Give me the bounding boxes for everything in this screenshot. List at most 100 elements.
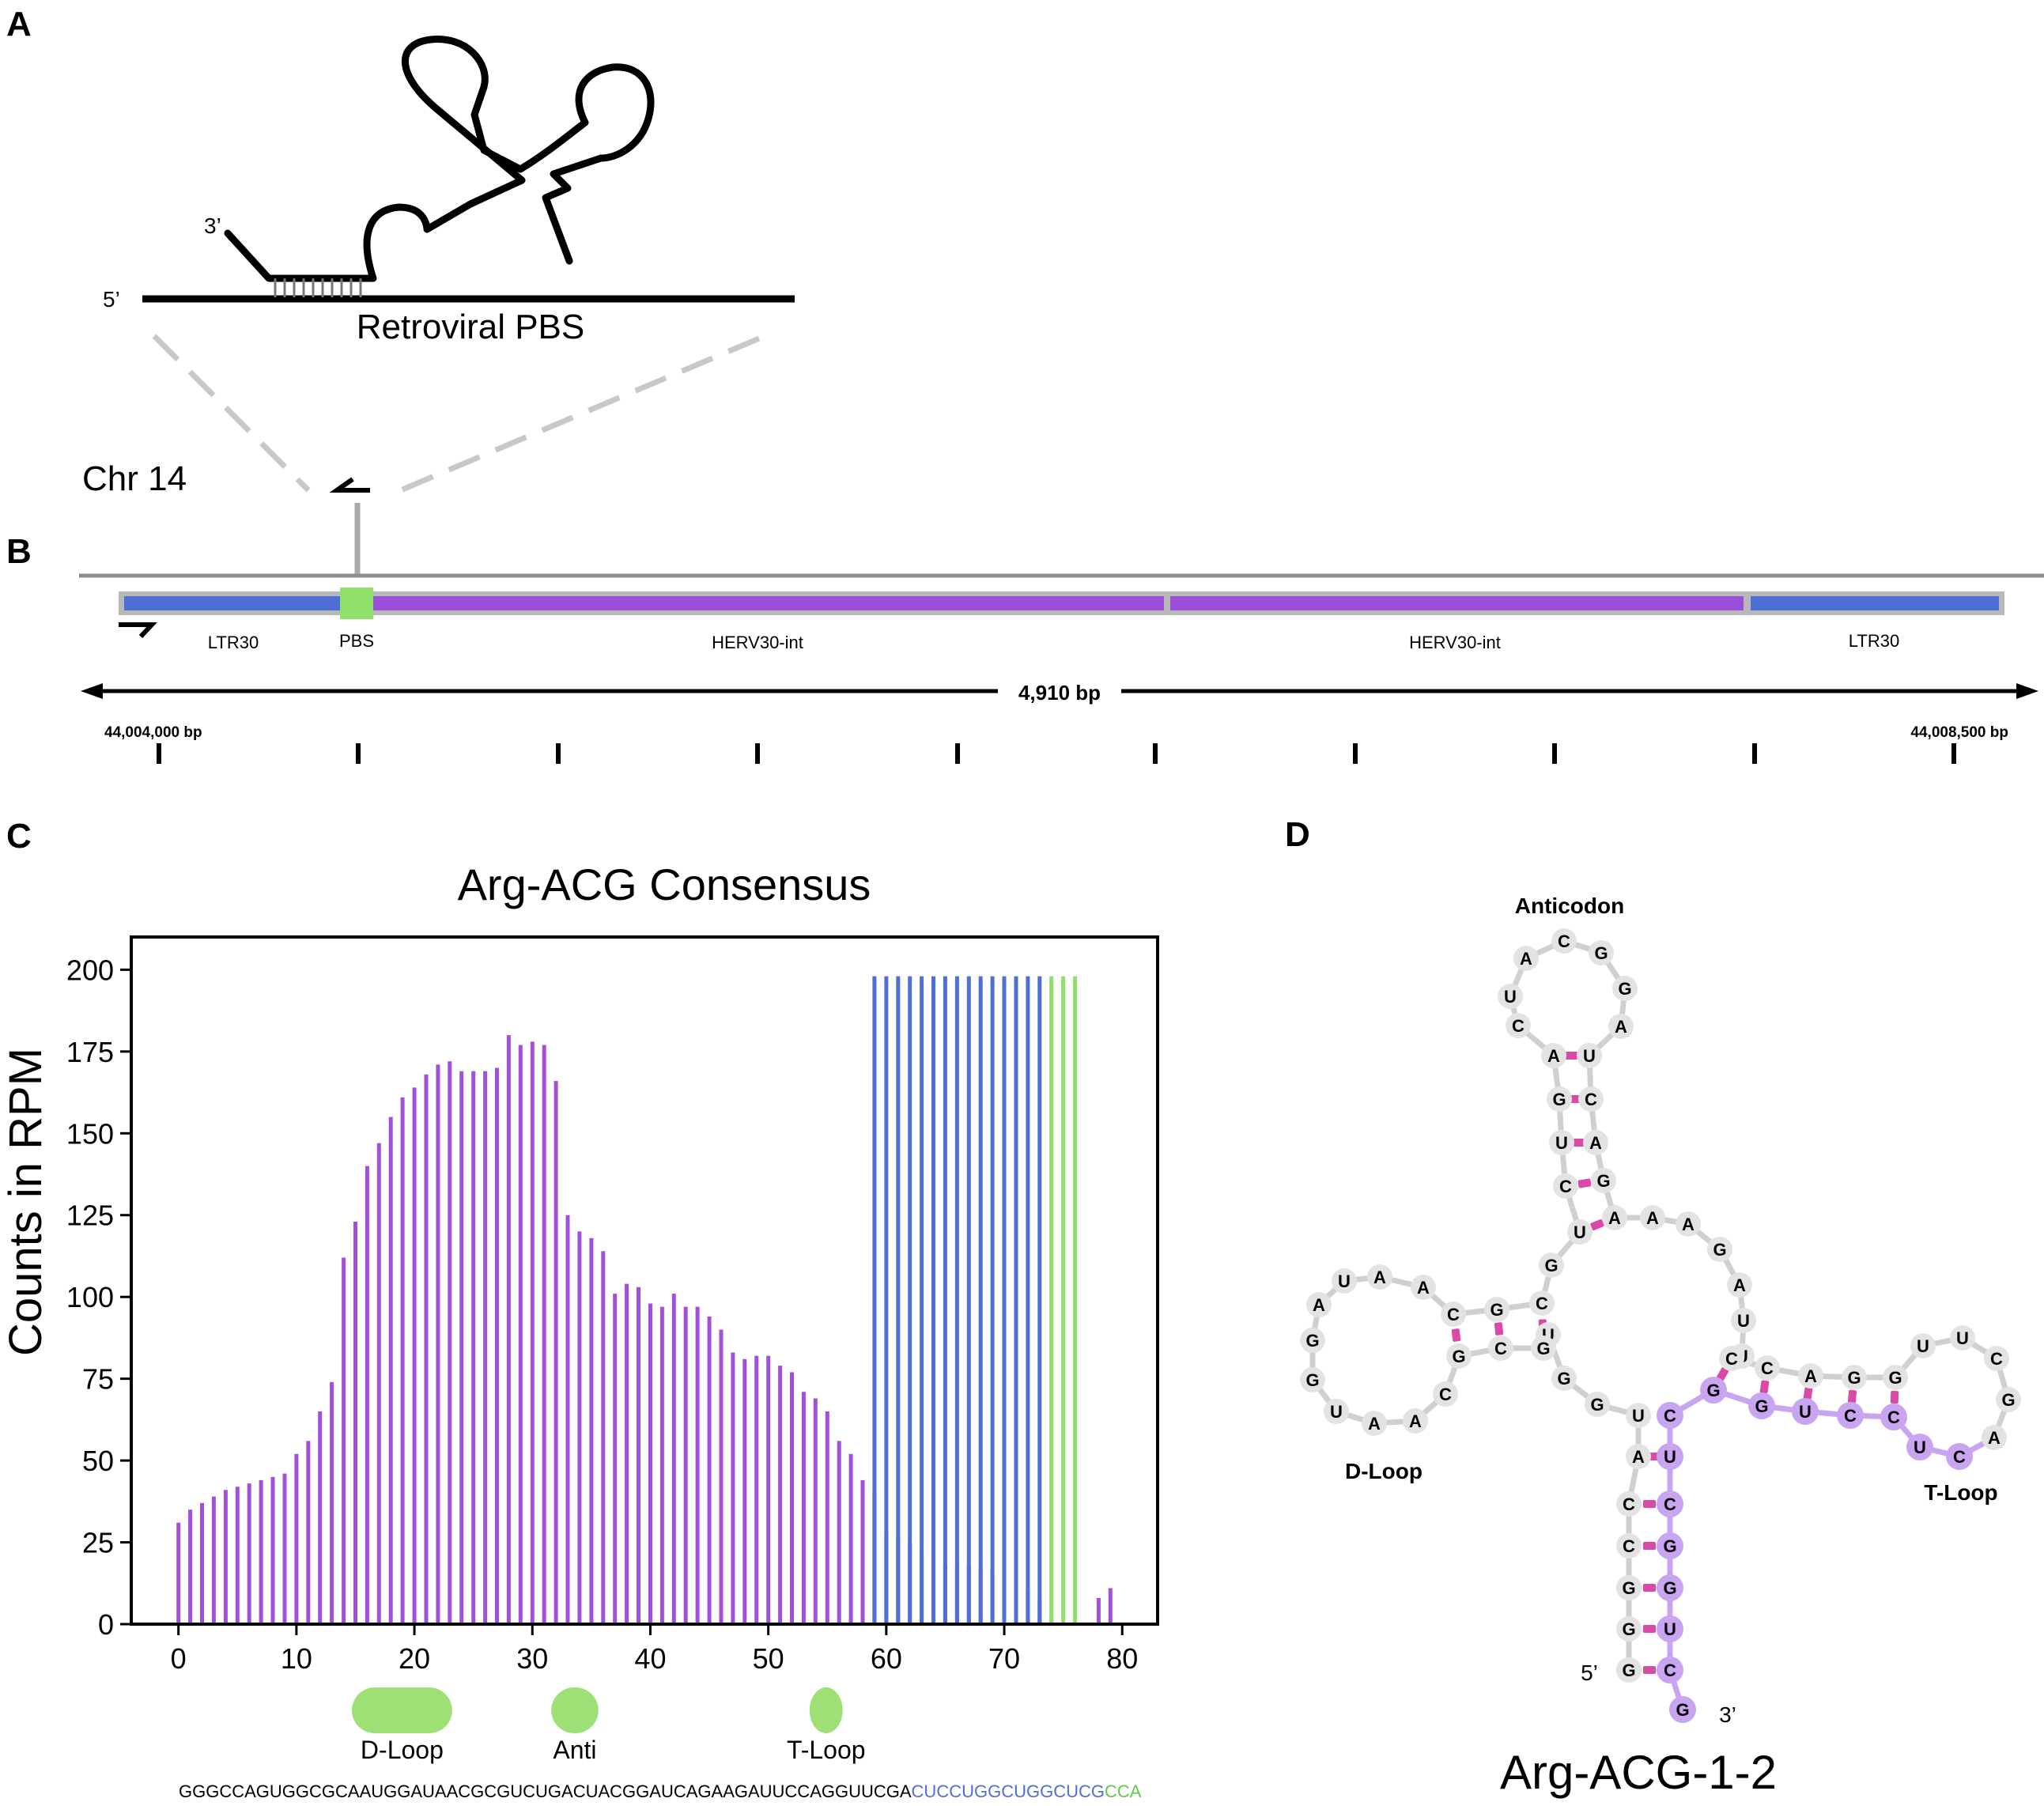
bar-reads-0 bbox=[176, 1522, 181, 1624]
bar-reads-13 bbox=[330, 1381, 334, 1624]
feature-label-ltr30-right: LTR30 bbox=[1849, 631, 1899, 651]
bar-reads-32 bbox=[554, 1081, 558, 1624]
base-letter: U bbox=[1555, 1133, 1568, 1153]
base-pair-mark bbox=[1716, 1367, 1729, 1381]
base-letter: U bbox=[1338, 1271, 1351, 1291]
base-pair-mark bbox=[1572, 1139, 1585, 1147]
base-letter: G bbox=[1594, 943, 1608, 963]
trna-name: Arg-ACG-1-2 bbox=[1500, 1746, 1777, 1799]
chart-bars bbox=[176, 976, 1113, 1624]
base-circle bbox=[1616, 1575, 1642, 1600]
base-letter: C bbox=[1844, 1406, 1857, 1426]
y-tick-label-125: 125 bbox=[66, 1200, 114, 1232]
base-pair-mark bbox=[1569, 1095, 1581, 1103]
base-variable-loop-1: A bbox=[1640, 1205, 1665, 1230]
bar-reads-19 bbox=[400, 1097, 405, 1624]
d-loop-label: D-Loop bbox=[1345, 1459, 1422, 1483]
base-acceptor-5p-5: C bbox=[1616, 1491, 1642, 1517]
base-t-stem-bottom-1: G bbox=[1700, 1377, 1727, 1404]
base-letter: G bbox=[1557, 1369, 1570, 1389]
annotation-label-d-loop: D-Loop bbox=[361, 1736, 444, 1764]
base-circle bbox=[1362, 1411, 1387, 1436]
bar-reads-18 bbox=[388, 1116, 393, 1624]
base-circle bbox=[1950, 1325, 1975, 1351]
base-circle bbox=[1541, 1043, 1566, 1068]
ltr-primer-arrow bbox=[119, 622, 157, 639]
base-letter: U bbox=[1664, 1447, 1676, 1467]
base-circle bbox=[1547, 1086, 1572, 1112]
bar-reads-25 bbox=[471, 1071, 476, 1624]
base-letter: C bbox=[1494, 1339, 1507, 1358]
base-circle bbox=[1792, 1398, 1819, 1425]
y-tick-label-150: 150 bbox=[66, 1117, 114, 1150]
panel-label-a: A bbox=[6, 5, 32, 43]
base-d-loop-8: U bbox=[1332, 1268, 1357, 1294]
base-letter: G bbox=[1622, 1619, 1635, 1639]
feature-label-pbs: PBS bbox=[339, 631, 374, 651]
base-pair-mark bbox=[1565, 1052, 1578, 1060]
base-letter: G bbox=[1536, 1339, 1550, 1358]
base-circle bbox=[1591, 1168, 1616, 1193]
base-letter: G bbox=[1618, 979, 1631, 999]
base-circle bbox=[1551, 1366, 1577, 1391]
base-circle bbox=[1498, 984, 1523, 1009]
base-anticodon-stem-left-3: U bbox=[1549, 1130, 1574, 1155]
base-anticodon-stem-left-2: C bbox=[1553, 1173, 1578, 1199]
base-letter: C bbox=[1725, 1349, 1738, 1369]
panel-a-primer-diagram: 3’ 5’ Retroviral PBS bbox=[103, 36, 795, 497]
five-prime-label-d: 5’ bbox=[1581, 1661, 1598, 1685]
zoom-line-right bbox=[390, 335, 761, 497]
base-letter: C bbox=[1953, 1447, 1966, 1467]
base-anticodon-loop-6: G bbox=[1612, 976, 1638, 1001]
base-anticodon-stem-right-4: C bbox=[1578, 1086, 1604, 1112]
bar-ccuggcuggcucg-61 bbox=[896, 976, 901, 1624]
base-circle bbox=[1984, 1346, 2009, 1371]
bar-reads-36 bbox=[601, 1251, 606, 1624]
base-t-stem-bottom-3: U bbox=[1792, 1398, 1819, 1425]
base-d-loop-4: U bbox=[1324, 1399, 1349, 1424]
x-tick-label-60: 60 bbox=[871, 1642, 902, 1675]
base-letter: C bbox=[1887, 1407, 1900, 1427]
base-circle bbox=[1657, 1615, 1683, 1642]
plot-frame bbox=[130, 935, 1159, 1626]
base-circle bbox=[1300, 1367, 1325, 1392]
bar-reads-47 bbox=[731, 1352, 735, 1624]
base-pair-mark bbox=[1577, 1178, 1592, 1188]
base-letter: A bbox=[1646, 1208, 1659, 1228]
bar-reads-78 bbox=[1096, 1597, 1101, 1624]
base-letter: A bbox=[1547, 1046, 1560, 1066]
base-t-loop-2: U bbox=[1950, 1325, 1975, 1351]
feature-label-ltr30-left: LTR30 bbox=[208, 633, 259, 652]
base-letter: G bbox=[1713, 1240, 1726, 1260]
base-t-stem-top-3: A bbox=[1798, 1363, 1823, 1389]
base-d-loop-5: G bbox=[1300, 1367, 1325, 1392]
base-t-stem-bottom-4: C bbox=[1837, 1402, 1864, 1429]
base-circle bbox=[1700, 1377, 1727, 1404]
base-d-loop-9: A bbox=[1367, 1264, 1392, 1290]
base-d-stem-bottom-3: G bbox=[1446, 1343, 1472, 1369]
base-letter: G bbox=[1490, 1300, 1503, 1320]
bar-reads-10 bbox=[294, 1453, 299, 1624]
bar-reads-48 bbox=[742, 1358, 747, 1624]
bar-reads-24 bbox=[459, 1071, 464, 1624]
bar-cca-75 bbox=[1061, 976, 1066, 1624]
base-anticodon-stem-right-1: A bbox=[1602, 1205, 1627, 1230]
base-variable-loop-3: G bbox=[1707, 1237, 1732, 1262]
base-letter: G bbox=[1544, 1256, 1558, 1275]
bar-reads-39 bbox=[637, 1286, 640, 1624]
region-annotations: D-Loop Anti T-Loop bbox=[351, 1687, 866, 1764]
bar-reads-40 bbox=[648, 1303, 652, 1624]
x-tick-label-40: 40 bbox=[634, 1642, 666, 1675]
base-acceptor-5p-3: G bbox=[1616, 1575, 1642, 1600]
base-letter: C bbox=[1664, 1494, 1676, 1514]
panel-b-genome-track: Chr 14 LTR30 PBS HERV30-int HERV30-int L… bbox=[79, 459, 2044, 764]
base-acceptor-tail: G bbox=[1669, 1696, 1696, 1723]
base-pair-mark bbox=[1494, 1322, 1504, 1336]
base-connector-1: U bbox=[1626, 1403, 1651, 1428]
base-circle bbox=[1727, 1272, 1752, 1298]
bar-ccuggcuggcucg-59 bbox=[872, 976, 877, 1624]
base-circle bbox=[1539, 1252, 1564, 1278]
base-pair-marks bbox=[1451, 1052, 1899, 1674]
